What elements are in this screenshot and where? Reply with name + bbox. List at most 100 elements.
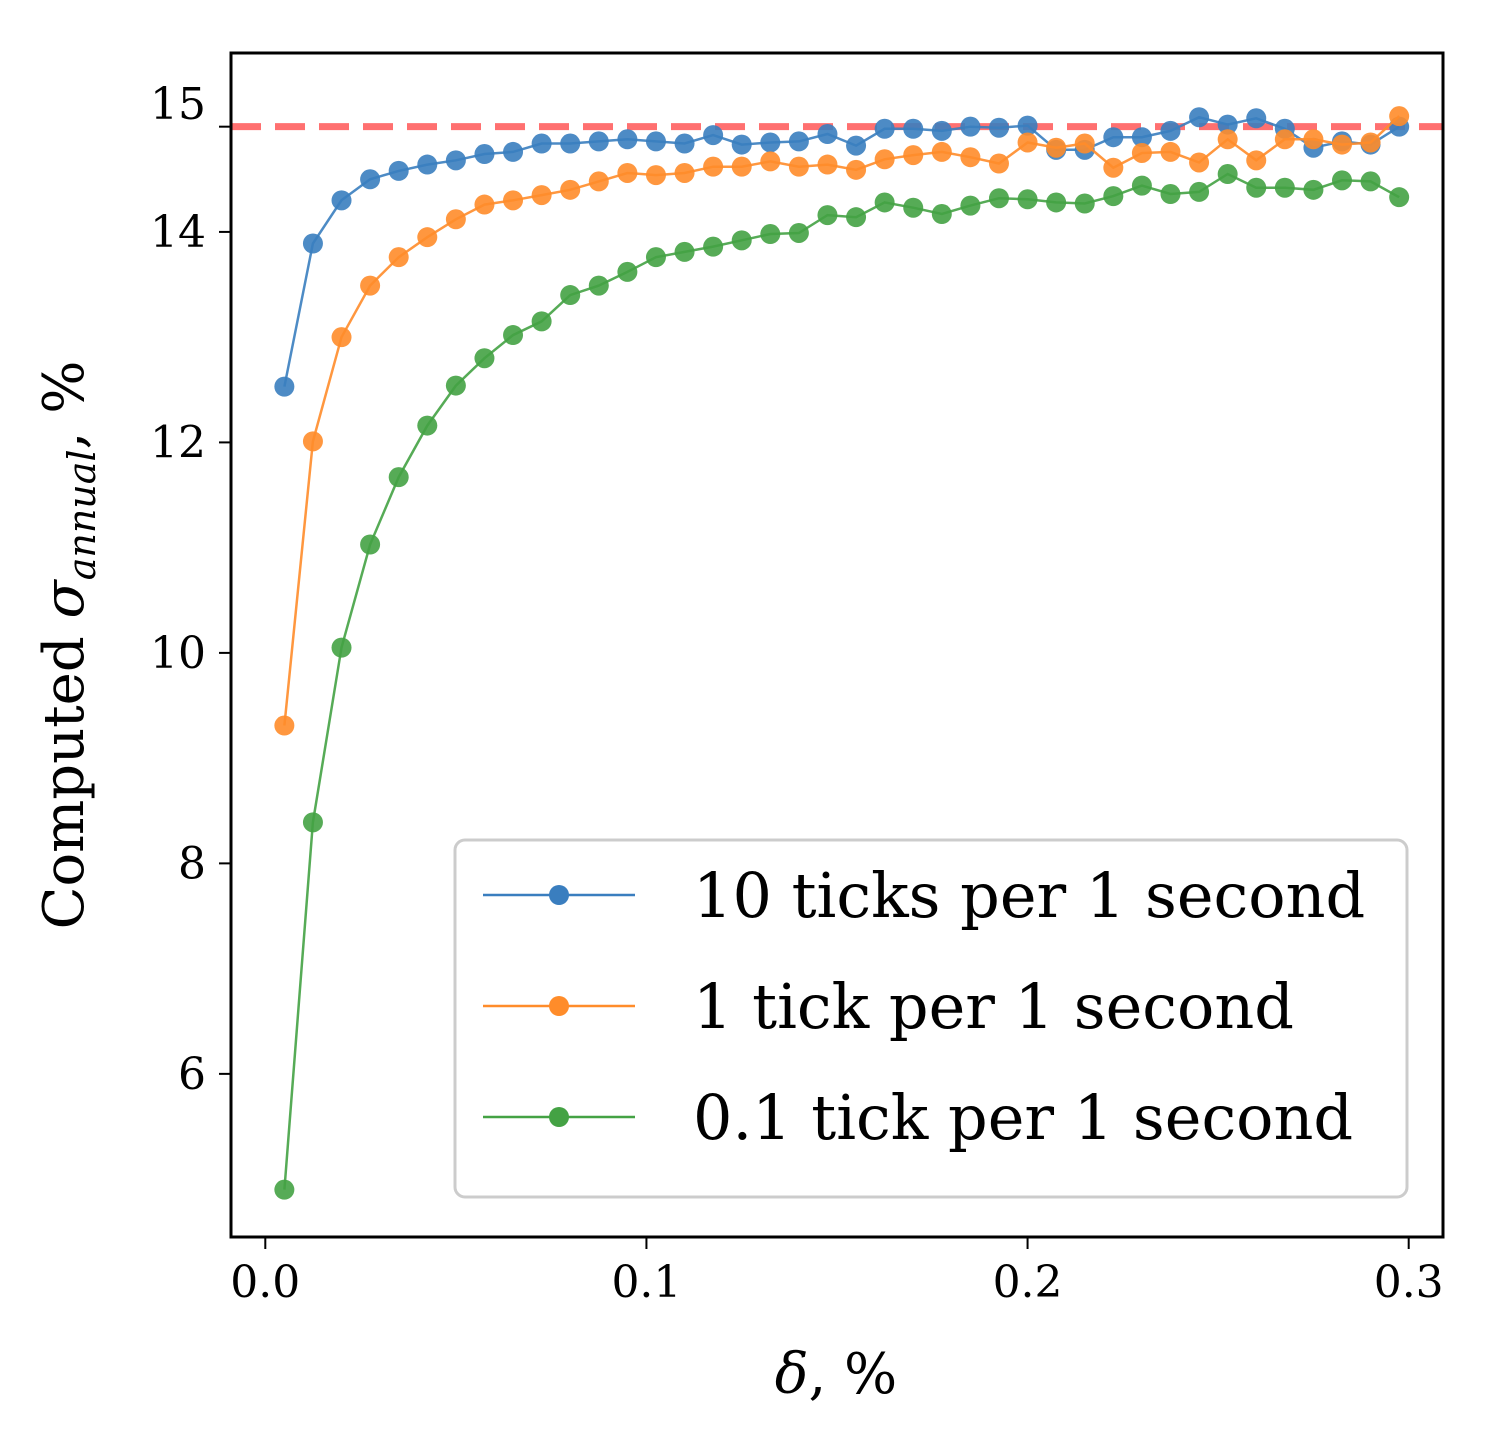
data-point [360,534,381,555]
y-axis-title-prefix: Computed [32,619,97,930]
y-tick-label: 12 [150,417,206,468]
legend-label: 0.1 tick per 1 second [693,1081,1353,1154]
data-point [674,241,695,262]
series-2 [274,106,1410,736]
data-point [731,230,752,251]
y-axis-title-subscript: annual [60,449,104,580]
data-point [560,179,581,200]
data-point [1131,142,1152,163]
data-point [560,133,581,154]
legend-marker [549,1107,569,1127]
y-tick-label: 6 [178,1049,206,1100]
data-point [274,1179,295,1200]
x-axis: 0.0 0.1 0.2 0.3 [230,1237,1444,1308]
data-point [846,135,867,156]
data-point [503,141,524,162]
data-point [817,124,838,145]
data-point [417,415,438,436]
data-point [703,125,724,146]
data-point [760,151,781,172]
data-point [417,227,438,248]
data-point [1160,184,1181,205]
legend-box [453,838,1409,1199]
data-point [817,154,838,175]
data-point [1189,107,1210,128]
data-point [1017,189,1038,210]
data-point [1246,150,1267,171]
data-point [302,431,323,452]
plot-frame [229,51,1445,1239]
data-point [617,162,638,183]
data-point [731,156,752,177]
data-point [1389,106,1410,127]
data-point [588,171,609,192]
data-point [1332,170,1352,191]
data-point [874,118,895,139]
data-point [1160,141,1181,162]
data-point [274,376,295,397]
data-point [731,134,752,155]
data-point [1160,120,1181,141]
y-tick-label: 14 [150,207,206,258]
data-point [1303,179,1324,200]
data-point [1246,108,1267,129]
data-point [788,156,809,177]
y-tick-label: 8 [178,838,206,889]
data-point [1189,152,1210,173]
legend-label: 1 tick per 1 second [693,970,1294,1043]
data-point [903,118,924,139]
x-tick-label: 0.2 [993,1257,1063,1308]
x-axis-title-symbol: δ [775,1342,809,1407]
series-1 [274,107,1410,397]
data-point [1046,192,1067,213]
data-point [760,132,781,153]
data-point [302,812,323,833]
x-tick-label: 0.3 [1374,1257,1444,1308]
data-point [1332,134,1352,155]
x-axis-title: δ, % [775,1342,898,1407]
x-tick-label: 0.0 [230,1257,300,1308]
y-axis-title-suffix: , % [32,361,97,450]
y-axis: 6 8 10 12 14 [150,125,231,1100]
data-point [531,133,552,154]
y-axis-title: Computed σannual, % [32,361,104,930]
data-point [960,147,981,168]
data-point [1389,187,1410,208]
legend-marker [549,885,569,905]
data-point [1046,137,1067,158]
data-point [474,348,495,369]
data-point [531,185,552,206]
data-point [274,715,295,736]
data-point [1189,181,1210,202]
y-axis-title-symbol: σ [32,579,97,619]
data-point [445,375,466,396]
data-point [360,275,381,296]
legend-label: 10 ticks per 1 second [693,859,1365,932]
data-point [1103,186,1124,207]
x-tick-label: 0.1 [611,1257,681,1308]
legend-entry: 0.1 tick per 1 second [483,1081,1353,1154]
data-point [474,194,495,215]
data-point [931,141,952,162]
data-point [617,129,638,150]
data-point [1103,157,1124,178]
data-point [903,145,924,166]
data-point [788,222,809,243]
data-point [645,131,666,152]
series-group [274,106,1410,1200]
data-point [674,162,695,183]
data-point [1074,193,1095,214]
data-point [645,165,666,186]
data-point [1074,133,1095,154]
series-line [283,115,1400,387]
data-point [503,325,524,346]
legend-entry: 1 tick per 1 second [483,970,1294,1043]
legend-entry: 10 ticks per 1 second [483,859,1365,932]
data-point [931,204,952,225]
data-point [1017,115,1038,136]
data-point [1360,171,1381,192]
data-point [1131,127,1152,148]
data-point [960,195,981,216]
data-point [588,131,609,152]
